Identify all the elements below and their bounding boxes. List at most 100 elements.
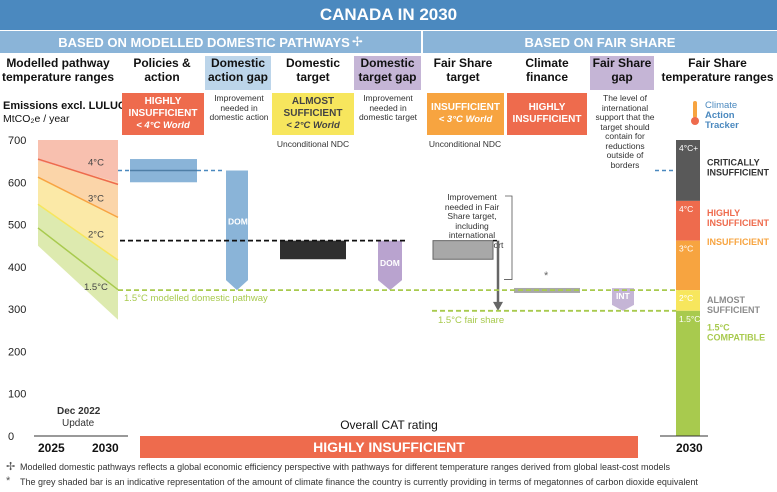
footnote-1-text: Modelled domestic pathways reflects a gl… bbox=[20, 462, 670, 472]
fair-share-range-segment bbox=[676, 140, 700, 201]
cat-logo-line-2: Action bbox=[705, 110, 735, 121]
fair-share-range-label: 3°C bbox=[679, 244, 693, 254]
y-tick-label: 700 bbox=[8, 135, 26, 147]
rating-fst-sub: < 3°C World bbox=[438, 114, 493, 125]
col-header-domestic-action-gap: Domestic action gap bbox=[205, 56, 271, 90]
y-tick-label: 500 bbox=[8, 220, 26, 232]
int-label: INT bbox=[616, 291, 631, 301]
rating-climate-finance: HIGHLY INSUFFICIENT bbox=[507, 93, 587, 135]
update-label-sub: Update bbox=[62, 418, 95, 429]
footnote-1-symbol: ✢ bbox=[6, 461, 16, 473]
modelled-boundary-line bbox=[37, 203, 119, 261]
modelled-boundary-line bbox=[37, 176, 119, 219]
domestic-target-bar bbox=[280, 240, 346, 260]
category-label-2: COMPATIBLE bbox=[707, 332, 765, 342]
fair-share-range-segment bbox=[676, 310, 700, 436]
section-domestic-label: BASED ON MODELLED DOMESTIC PATHWAYS bbox=[58, 34, 350, 50]
rating-cf-label: HIGHLY INSUFFICIENT bbox=[512, 102, 582, 125]
right-x-tick-label: 2030 bbox=[676, 441, 703, 455]
cat-logo-line-1: Climate bbox=[705, 100, 738, 111]
rating-domestic-target: ALMOST SUFFICIENT < 2°C World bbox=[272, 93, 354, 135]
fair-share-range-label: 2°C bbox=[679, 293, 693, 303]
category-label: HIGHLY bbox=[707, 208, 740, 218]
overall-rating-label: Overall CAT rating bbox=[340, 418, 438, 432]
overall-rating-value: HIGHLY INSUFFICIENT bbox=[140, 436, 638, 458]
footnote-2-text: The grey shaded bar is an indicative rep… bbox=[20, 477, 698, 487]
col-header-fair-share-gap: Fair Share gap bbox=[590, 56, 654, 90]
note-fair-share-gap: The level of international support that … bbox=[595, 93, 655, 170]
y-axis-unit: MtCO₂e / year bbox=[3, 113, 70, 125]
y-tick-label: 400 bbox=[8, 262, 26, 274]
y-tick-label: 100 bbox=[8, 389, 26, 401]
category-label: INSUFFICIENT bbox=[707, 237, 770, 247]
fair-share-range-segment bbox=[676, 200, 700, 241]
rating-policies: HIGHLY INSUFFICIENT < 4°C World bbox=[122, 93, 204, 135]
modelled-band-label: 2°C bbox=[88, 229, 104, 240]
modelled-band-label: 1.5°C bbox=[84, 282, 108, 293]
category-label: 1.5°C bbox=[707, 322, 730, 332]
modelled-band-label: 4°C bbox=[88, 157, 104, 168]
y-tick-label: 600 bbox=[8, 177, 26, 189]
fair-share-range-segment bbox=[676, 290, 700, 311]
rating-policies-sub: < 4°C World bbox=[136, 120, 190, 131]
note-domestic-action-gap: Improvement needed in domestic action bbox=[209, 93, 269, 122]
col-header-domestic-target-gap: Domestic target gap bbox=[354, 56, 421, 90]
rating-dt-label: ALMOST SUFFICIENT bbox=[283, 96, 343, 119]
category-label: CRITICALLY bbox=[707, 157, 760, 167]
col-header-modelled: Modelled pathway temperature ranges bbox=[1, 56, 115, 84]
line-1-5-domestic-label: 1.5°C modelled domestic pathway bbox=[124, 293, 268, 304]
x-tick-label: 2030 bbox=[92, 441, 119, 455]
dom-gap-label: DOM bbox=[380, 258, 400, 268]
fair-share-target-bar bbox=[432, 240, 494, 260]
note-dt-under: Unconditional NDC bbox=[276, 139, 350, 149]
rating-policies-label: HIGHLY INSUFFICIENT bbox=[128, 96, 198, 119]
modelled-footnote-symbol: ✢ bbox=[351, 34, 363, 49]
category-label-2: INSUFFICIENT bbox=[707, 167, 770, 177]
category-label-2: SUFFICIENT bbox=[707, 305, 761, 315]
y-tick-label: 300 bbox=[8, 304, 26, 316]
category-label: ALMOST bbox=[707, 295, 745, 305]
section-header-fair-share: BASED ON FAIR SHARE bbox=[423, 31, 777, 53]
col-header-fair-share-ranges: Fair Share temperature ranges bbox=[661, 56, 774, 84]
fair-share-range-segment bbox=[676, 240, 700, 291]
domestic-target-gap-arrow bbox=[378, 240, 402, 291]
footnote-2-symbol: * bbox=[6, 475, 11, 487]
col-header-climate-finance: Climate finance bbox=[525, 56, 569, 84]
note-domestic-target-gap: Improvement needed in domestic target bbox=[358, 93, 418, 122]
finance-star: * bbox=[544, 270, 549, 282]
fair-share-range-label: 4°C bbox=[679, 204, 693, 214]
rating-dt-sub: < 2°C World bbox=[286, 120, 340, 131]
thermometer-icon bbox=[690, 100, 700, 126]
dom-label: DOM bbox=[228, 217, 248, 227]
footnote-2: * The grey shaded bar is an indicative r… bbox=[6, 475, 698, 487]
cat-logo: Climate Action Tracker bbox=[705, 101, 739, 131]
fair-share-range-label: 1.5°C bbox=[679, 314, 700, 324]
page-title: CANADA IN 2030 bbox=[0, 0, 777, 30]
modelled-band-2 bbox=[38, 161, 118, 219]
section-header-domestic: BASED ON MODELLED DOMESTIC PATHWAYS ✢ bbox=[0, 31, 421, 53]
col-header-fair-share-target: Fair Share target bbox=[433, 56, 493, 84]
line-1-5-fair-label: 1.5°C fair share bbox=[438, 315, 504, 326]
int-gap-arrow bbox=[612, 288, 634, 311]
footnote-1: ✢ Modelled domestic pathways reflects a … bbox=[6, 461, 670, 473]
rating-fair-share-target: INSUFFICIENT < 3°C World bbox=[427, 93, 504, 135]
modelled-boundary-line bbox=[37, 227, 119, 291]
category-label-2: INSUFFICIENT bbox=[707, 218, 770, 228]
y-axis-label: Emissions excl. LULUCF bbox=[3, 100, 133, 112]
y-tick-label: 0 bbox=[8, 431, 14, 443]
update-label: Dec 2022 bbox=[57, 406, 101, 417]
y-tick-label: 200 bbox=[8, 346, 26, 358]
x-tick-label: 2025 bbox=[38, 441, 65, 455]
modelled-boundary-line bbox=[37, 158, 119, 186]
rating-fst-label: INSUFFICIENT bbox=[431, 102, 500, 113]
modelled-band-1 bbox=[38, 140, 118, 183]
cat-logo-line-3: Tracker bbox=[705, 120, 739, 131]
domestic-action-gap-arrow bbox=[226, 170, 248, 291]
modelled-band-4 bbox=[38, 203, 118, 320]
modelled-band-3 bbox=[38, 178, 118, 261]
fair-share-improvement-arrowhead bbox=[493, 301, 503, 311]
note-fst-under: Unconditional NDC bbox=[428, 139, 502, 149]
fair-share-range-label: 4°C+ bbox=[679, 143, 698, 153]
fair-share-note-bracket bbox=[504, 195, 513, 280]
